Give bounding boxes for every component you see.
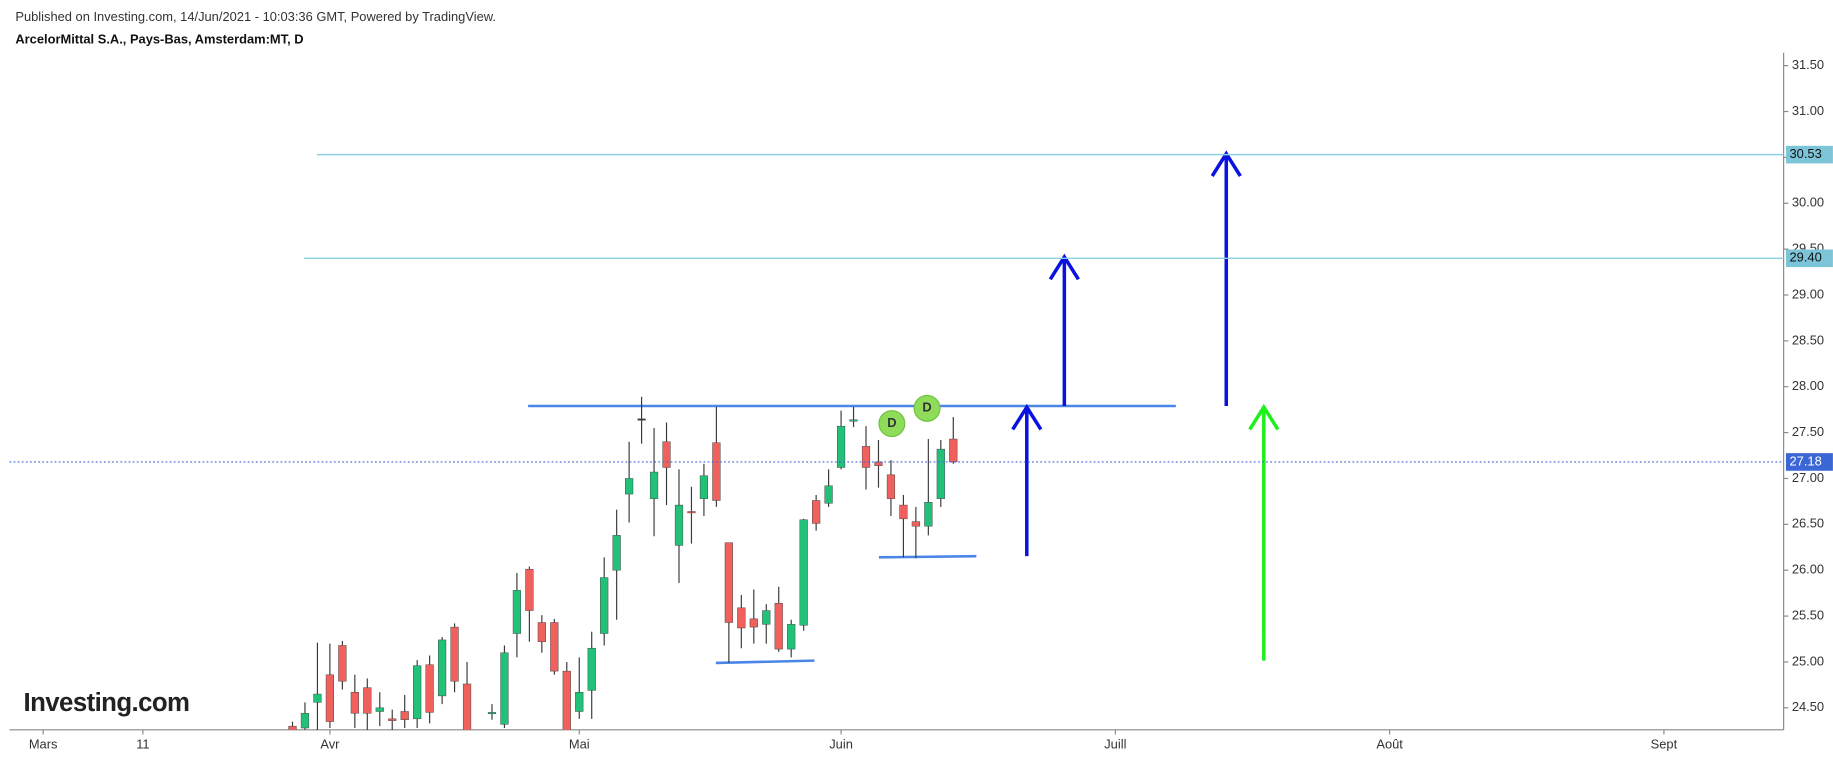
candle-body [525, 569, 534, 611]
candle-body [438, 639, 447, 697]
candle-body [774, 603, 783, 650]
candle-body [749, 618, 758, 628]
candle-body [462, 683, 472, 730]
candle-body [587, 647, 596, 691]
x-tick-label: Mars [29, 736, 58, 751]
candle-body [413, 665, 422, 720]
candle-body [662, 441, 671, 468]
y-tick-label: 27.00 [1792, 470, 1824, 485]
candle-body [375, 707, 384, 712]
candle-body [911, 521, 920, 527]
candle-body [799, 519, 808, 626]
candle-body [575, 691, 584, 712]
level-badge [1785, 249, 1833, 268]
symbol-title: ArcelorMittal S.A., Pays-Bas, Amsterdam:… [15, 31, 303, 46]
y-tick-label: 29.00 [1792, 286, 1824, 301]
candle-body [350, 691, 359, 714]
y-tick-label: 26.00 [1792, 562, 1824, 577]
candle-body [886, 474, 896, 499]
y-tick-label: 26.50 [1792, 516, 1824, 531]
y-tick-label: 30.00 [1792, 195, 1824, 210]
candle-body [861, 446, 871, 468]
y-tick-label: 31.00 [1792, 103, 1824, 118]
candle-body [649, 471, 659, 499]
candle-body [625, 478, 634, 495]
candle-body [600, 577, 609, 634]
candle-body [363, 687, 372, 714]
y-tick-label: 31.50 [1792, 57, 1824, 72]
candle-body [537, 622, 546, 643]
candle-body [936, 448, 945, 499]
arrow [1011, 403, 1043, 557]
candle-body [899, 504, 908, 520]
x-tick-label: Juin [829, 736, 853, 751]
candle-body [487, 712, 497, 715]
published-note: Published on Investing.com, 14/Jun/2021 … [15, 9, 496, 24]
y-tick-label: 28.50 [1792, 332, 1824, 347]
candle-body [325, 674, 334, 722]
candle-body [849, 419, 858, 422]
x-tick-label: Mai [569, 736, 590, 751]
dividend-markers: D D [878, 394, 941, 438]
candle-body [612, 535, 621, 571]
candle-body [400, 711, 409, 720]
candle-body [550, 622, 559, 672]
candle-body [724, 542, 733, 623]
candle-body [313, 693, 322, 703]
candle-body [762, 610, 771, 625]
arrow [1248, 403, 1280, 661]
x-tick-label: 11 [136, 736, 149, 751]
candle-body [476, 735, 484, 749]
arrow [1048, 253, 1080, 406]
x-tick-label: Juill [1104, 736, 1126, 751]
candle-body [512, 590, 522, 634]
last-price-label: 27.18 [1789, 453, 1821, 468]
y-tick-label: 25.00 [1792, 653, 1824, 668]
y-tick-label: 27.50 [1792, 424, 1824, 439]
candle-body [338, 645, 347, 682]
x-tick-label: Août [1376, 736, 1403, 751]
support-line [715, 659, 815, 665]
level-label: 29.40 [1789, 250, 1821, 265]
marker [878, 410, 906, 438]
arrow [1210, 150, 1242, 406]
y-tick-label: 28.00 [1792, 378, 1824, 393]
last-price-badge [1785, 453, 1833, 471]
y-tick-label: 24.50 [1792, 699, 1824, 714]
candle-body [812, 500, 821, 524]
x-tick-label: Avr [320, 736, 340, 751]
candle-body [288, 725, 297, 730]
candle-body [949, 438, 958, 463]
marker-label: D [922, 400, 931, 415]
logo: Investing.com [24, 689, 190, 717]
candle-body [562, 670, 571, 730]
candle-body [425, 664, 434, 713]
level-badge [1785, 145, 1833, 164]
x-tick-label: Sept [1651, 736, 1678, 751]
candle-body [787, 624, 796, 650]
candle-body [699, 475, 709, 499]
candle-body [712, 442, 721, 501]
candle-body [836, 425, 846, 468]
support-line [878, 554, 977, 559]
candle-body [924, 502, 933, 527]
y-tick-label: 25.50 [1792, 607, 1824, 622]
candle-body [450, 626, 459, 682]
level-label: 30.53 [1789, 146, 1821, 161]
candle-body [637, 418, 646, 421]
marker [913, 394, 941, 422]
arrows [1011, 150, 1280, 661]
candle-body [824, 485, 833, 504]
candle-body [874, 461, 883, 466]
candle-body [674, 504, 684, 546]
plot-area [288, 150, 1280, 749]
candle-body [737, 607, 746, 629]
candle-body [388, 718, 397, 721]
candle-body [687, 511, 696, 514]
marker-label: D [887, 415, 896, 430]
candle-body [500, 652, 509, 725]
candle-body [300, 713, 310, 729]
